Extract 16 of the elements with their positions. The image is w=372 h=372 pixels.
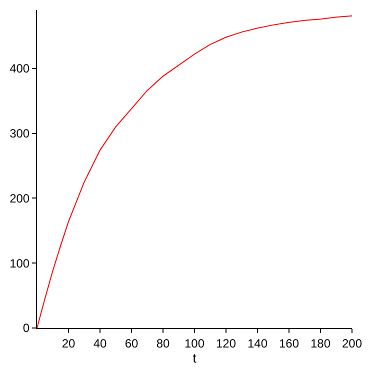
- y-tick-label: 0: [22, 321, 30, 336]
- x-tick-label: 180: [310, 336, 331, 350]
- x-axis-title: t: [192, 350, 197, 366]
- x-tick-label: 60: [124, 336, 138, 350]
- y-tick-label: 100: [10, 256, 30, 270]
- x-tick-label: 20: [62, 336, 76, 350]
- x-tick-label: 100: [184, 336, 205, 350]
- x-tick-label: 80: [156, 336, 170, 350]
- x-tick-label: 40: [93, 336, 107, 350]
- x-tick-label: 120: [216, 336, 236, 350]
- x-tick-label: 160: [278, 336, 300, 350]
- x-tick-label: 140: [247, 336, 268, 350]
- y-tick-label: 200: [10, 191, 30, 206]
- x-tick-label: 200: [342, 336, 362, 350]
- y-tick-label: 400: [10, 62, 30, 76]
- y-tick-label: 300: [10, 126, 30, 141]
